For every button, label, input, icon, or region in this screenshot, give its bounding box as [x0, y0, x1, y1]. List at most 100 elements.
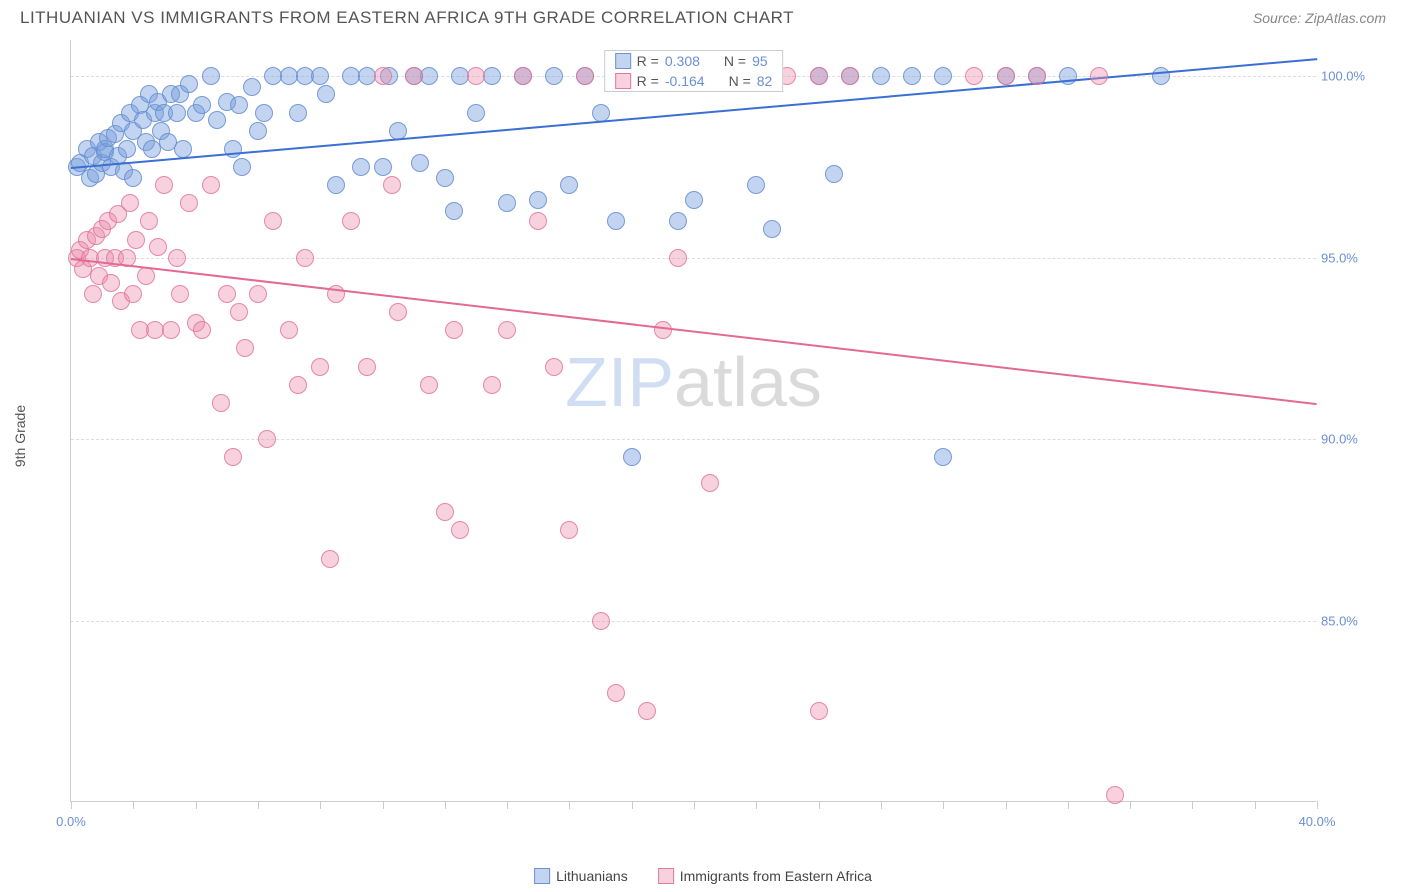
data-point [436, 169, 454, 187]
data-point [592, 612, 610, 630]
data-point [243, 78, 261, 96]
data-point [374, 67, 392, 85]
data-point [560, 176, 578, 194]
data-point [669, 212, 687, 230]
data-point [180, 75, 198, 93]
data-point [155, 176, 173, 194]
xtick [1255, 801, 1256, 809]
xtick [196, 801, 197, 809]
xtick [1006, 801, 1007, 809]
data-point [208, 111, 226, 129]
data-point [383, 176, 401, 194]
data-point [1090, 67, 1108, 85]
data-point [529, 212, 547, 230]
data-point [1059, 67, 1077, 85]
data-point [483, 67, 501, 85]
data-point [607, 684, 625, 702]
data-point [84, 285, 102, 303]
data-point [321, 550, 339, 568]
data-point [212, 394, 230, 412]
header: LITHUANIAN VS IMMIGRANTS FROM EASTERN AF… [0, 0, 1406, 32]
data-point [841, 67, 859, 85]
xtick [1130, 801, 1131, 809]
ytick-label: 90.0% [1321, 432, 1376, 447]
data-point [498, 194, 516, 212]
data-point [436, 503, 454, 521]
legend-swatch [534, 868, 550, 884]
data-point [445, 202, 463, 220]
data-point [934, 448, 952, 466]
data-point [233, 158, 251, 176]
data-point [747, 176, 765, 194]
xtick [507, 801, 508, 809]
data-point [317, 85, 335, 103]
data-point [202, 67, 220, 85]
r-label: R = [637, 53, 659, 69]
xtick [569, 801, 570, 809]
watermark-part1: ZIP [565, 343, 674, 421]
data-point [174, 140, 192, 158]
legend-swatch [615, 73, 631, 89]
data-point [202, 176, 220, 194]
xtick [694, 801, 695, 809]
data-point [810, 702, 828, 720]
data-point [258, 430, 276, 448]
r-label: R = [637, 73, 659, 89]
data-point [102, 274, 120, 292]
data-point [638, 702, 656, 720]
data-point [327, 176, 345, 194]
data-point [810, 67, 828, 85]
xtick [1192, 801, 1193, 809]
xtick [1068, 801, 1069, 809]
data-point [162, 321, 180, 339]
data-point [124, 169, 142, 187]
data-point [1152, 67, 1170, 85]
gridline [71, 621, 1316, 622]
data-point [451, 521, 469, 539]
data-point [545, 358, 563, 376]
data-point [529, 191, 547, 209]
data-point [545, 67, 563, 85]
ytick-label: 95.0% [1321, 250, 1376, 265]
data-point [560, 521, 578, 539]
watermark: ZIPatlas [565, 342, 822, 422]
data-point [352, 158, 370, 176]
n-value: 95 [752, 53, 768, 69]
xtick [320, 801, 321, 809]
ytick-label: 100.0% [1321, 69, 1376, 84]
xtick [632, 801, 633, 809]
data-point [230, 96, 248, 114]
data-point [1106, 786, 1124, 804]
ytick-label: 85.0% [1321, 613, 1376, 628]
data-point [168, 104, 186, 122]
data-point [514, 67, 532, 85]
xtick [943, 801, 944, 809]
source-label: Source: ZipAtlas.com [1253, 10, 1386, 26]
data-point [224, 448, 242, 466]
data-point [965, 67, 983, 85]
data-point [669, 249, 687, 267]
data-point [872, 67, 890, 85]
xtick [819, 801, 820, 809]
data-point [358, 358, 376, 376]
r-value: 0.308 [665, 53, 700, 69]
data-point [311, 358, 329, 376]
data-point [411, 154, 429, 172]
data-point [121, 194, 139, 212]
legend-label: Immigrants from Eastern Africa [680, 868, 872, 884]
data-point [296, 249, 314, 267]
xtick [756, 801, 757, 809]
chart-container: 9th Grade R =0.308N =95R =-0.164N =82 ZI… [50, 40, 1386, 832]
data-point [997, 67, 1015, 85]
data-point [607, 212, 625, 230]
data-point [236, 339, 254, 357]
xtick [383, 801, 384, 809]
data-point [311, 67, 329, 85]
data-point [124, 285, 142, 303]
data-point [171, 285, 189, 303]
data-point [623, 448, 641, 466]
data-point [168, 249, 186, 267]
legend-stats-box: R =0.308N =95R =-0.164N =82 [604, 50, 784, 92]
xtick [71, 801, 72, 809]
data-point [405, 67, 423, 85]
